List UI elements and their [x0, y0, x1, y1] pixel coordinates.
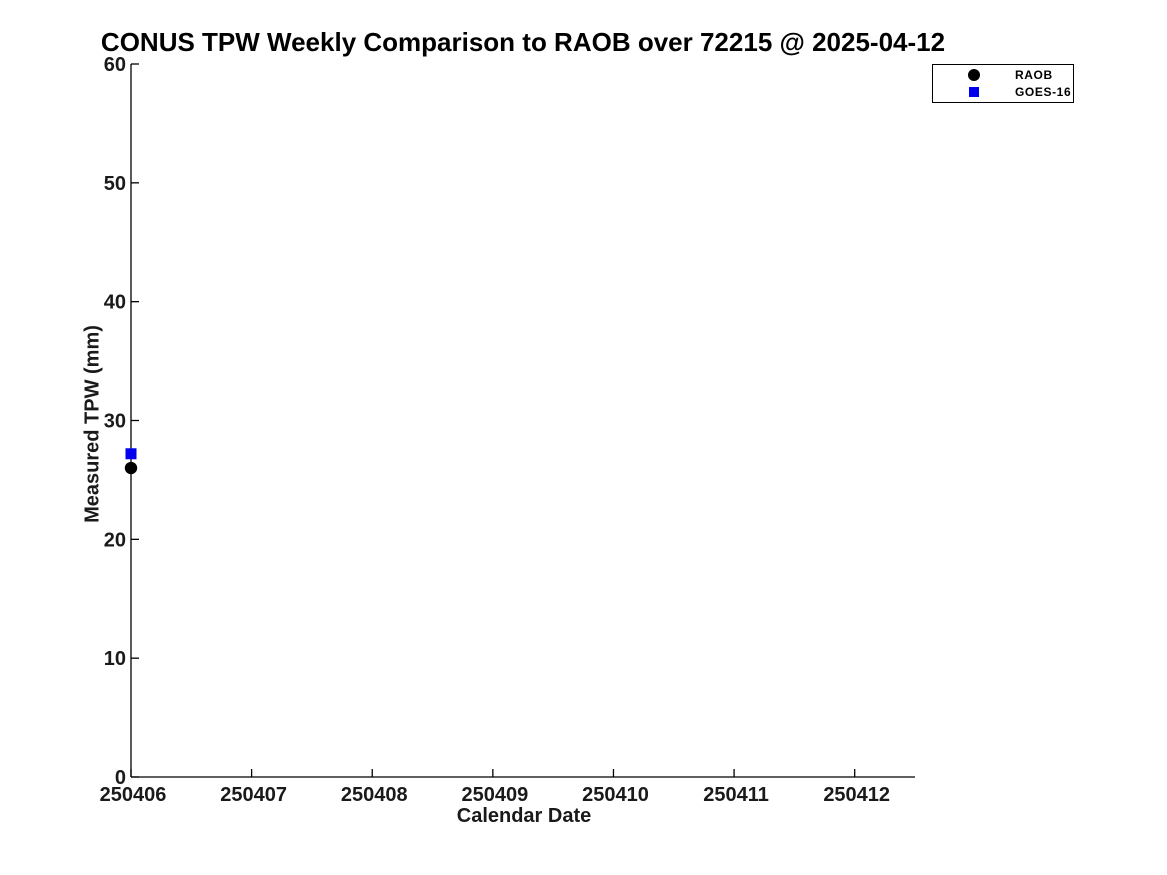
x-tick-label: 250406: [100, 784, 167, 806]
y-tick-label: 60: [104, 54, 126, 76]
y-tick-label: 30: [104, 411, 126, 433]
y-tick-label: 0: [115, 767, 126, 789]
y-tick-label: 40: [104, 292, 126, 314]
raob-point: [124, 461, 138, 475]
x-tick-label: 250408: [341, 784, 408, 806]
legend-label-goes-16: GOES-16: [1015, 85, 1072, 99]
x-tick-label: 250409: [461, 784, 528, 806]
y-tick-label: 20: [104, 529, 126, 551]
goes-16-square-icon: [969, 87, 979, 97]
x-tick-label: 250407: [220, 784, 287, 806]
goes-16-point: [125, 448, 137, 460]
legend-marker-cell: [933, 87, 1015, 97]
y-tick-label: 10: [104, 648, 126, 670]
x-tick-label: 250410: [582, 784, 649, 806]
x-tick-label: 250412: [823, 784, 890, 806]
legend-row-raob: RAOB: [933, 68, 1073, 82]
legend-row-goes-16: GOES-16: [933, 85, 1073, 99]
legend: RAOB GOES-16: [932, 64, 1074, 103]
chart-title: CONUS TPW Weekly Comparison to RAOB over…: [100, 27, 946, 57]
legend-label-raob: RAOB: [1015, 68, 1053, 82]
x-tick-label: 250411: [703, 784, 769, 806]
legend-marker-cell: [933, 69, 1015, 81]
y-tick-label: 50: [104, 173, 126, 195]
y-axis-label: Measured TPW (mm): [81, 325, 104, 523]
raob-circle-icon: [968, 69, 980, 81]
x-axis-label: Calendar Date: [456, 805, 592, 827]
